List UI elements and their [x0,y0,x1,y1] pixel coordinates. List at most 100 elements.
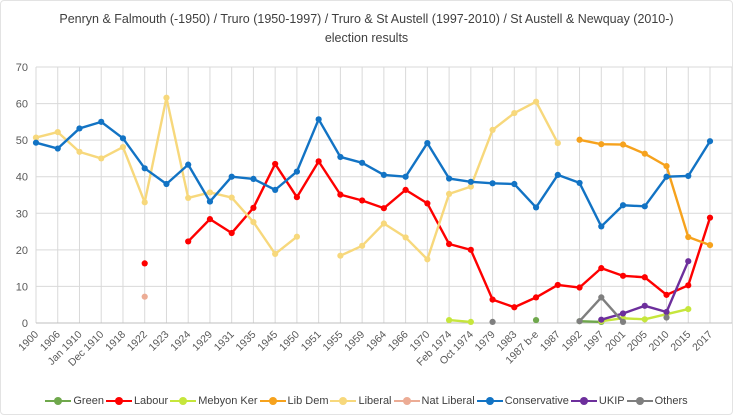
series-point-labour [554,281,561,289]
y-axis-tick-label: 20 [16,245,28,257]
series-point-conservative [424,139,431,147]
x-axis-tick-label: 1923 [147,329,172,354]
series-point-labour [250,204,257,211]
series-point-labour [641,274,648,281]
series-point-labour [141,260,148,267]
x-axis-tick-label: 2005 [625,329,650,354]
x-axis-tick-label: 1918 [103,329,128,354]
series-point-conservative [228,173,235,180]
x-axis-tick-label: 1992 [560,329,585,354]
series-point-labour [293,194,301,201]
legend-label-green: Green [73,395,104,407]
x-axis-tick-label: 1959 [342,329,367,354]
series-point-ukip [641,302,648,309]
series-point-conservative [32,139,40,146]
legend-item-liberal: Liberal [330,395,392,407]
x-axis-tick-label: 1966 [386,329,411,354]
legend-label-liberal: Liberal [358,395,392,407]
series-point-conservative [315,116,322,123]
series-line-mebyon-ker [447,318,473,324]
legend-label-others: Others [654,395,688,407]
series-point-liberal [532,98,540,105]
series-point-ukip [685,258,692,265]
x-axis-tick-label: 1922 [125,329,150,354]
legend-label-conservative: Conservative [504,395,569,407]
series-point-lib-dem [576,136,583,143]
series-point-lib-dem [663,163,670,170]
series-point-liberal [185,194,192,202]
series-point-liberal [32,134,40,141]
series-point-liberal [98,155,105,162]
series-point-labour [619,272,627,279]
series-point-liberal [228,194,235,201]
series-point-nat-liberal [141,293,148,300]
series-point-liberal [206,189,214,196]
legend-marker-green-icon [45,397,72,406]
series-point-others [489,318,496,326]
series-point-labour [467,246,474,253]
y-axis-tick-label: 70 [16,62,28,74]
series-point-ukip [619,310,627,317]
series-point-labour [685,282,692,289]
series-point-liberal [402,234,409,241]
x-axis-tick-label: 1997 [581,329,606,354]
series-point-conservative [402,173,409,180]
legend-marker-others-icon [626,397,653,406]
series-point-liberal [250,218,257,226]
series-point-conservative [511,180,518,188]
x-axis-tick-label: 1945 [255,329,280,354]
series-point-labour [272,160,279,168]
series-point-conservative [706,138,714,145]
legend-label-nat-liberal: Nat Liberal [421,395,475,407]
series-point-conservative [293,168,301,175]
series-point-conservative [380,171,387,178]
y-axis-tick-label: 0 [22,318,28,330]
series-point-liberal [359,242,366,249]
legend-marker-labour-icon [105,397,132,406]
x-axis-tick-label: 1979 [473,329,498,354]
legend-label-labour: Labour [133,395,169,407]
legend-item-conservative: Conservative [476,395,569,407]
series-point-labour [598,265,605,272]
series-point-conservative [641,203,648,210]
legend-marker-liberal-icon [330,397,357,406]
x-axis-tick-label: 1900 [16,329,41,354]
series-point-others [619,318,627,326]
series-line-green [578,319,603,324]
series-point-liberal [489,126,496,134]
series-point-labour [511,304,518,311]
legend-marker-ukip-icon [570,397,597,406]
x-axis-tick-label: 2001 [603,329,628,354]
series-point-conservative [54,145,61,152]
series-point-lib-dem [685,233,692,241]
x-axis-tick-label: 1951 [299,329,324,354]
series-point-liberal [272,250,279,257]
legend-label-ukip: UKIP [598,395,625,407]
series-point-lib-dem [619,141,627,148]
series-point-conservative [272,186,279,193]
x-axis-tick-label: 1929 [190,329,215,354]
legend-item-lib-dem: Lib Dem [259,395,328,407]
x-axis-tick-label: 2010 [647,329,672,354]
series-point-conservative [337,153,344,161]
series-point-green [532,316,540,324]
series-point-conservative [619,202,627,209]
series-point-conservative [467,178,474,185]
series-point-liberal [467,183,474,190]
series-point-conservative [532,204,540,211]
y-axis-tick-label: 40 [16,172,28,184]
legend-marker-lib-dem-icon [259,397,286,406]
series-point-liberal [119,143,127,151]
series-point-labour [445,240,453,248]
series-point-labour [706,214,714,221]
series-point-conservative [185,161,192,168]
series-point-conservative [554,171,561,178]
y-axis-tick-label: 60 [16,99,28,111]
series-point-others [663,314,670,321]
series-point-conservative [663,173,670,180]
series-point-liberal [554,139,561,147]
series-point-labour [206,216,214,223]
x-axis-tick-label: 2015 [668,329,693,354]
